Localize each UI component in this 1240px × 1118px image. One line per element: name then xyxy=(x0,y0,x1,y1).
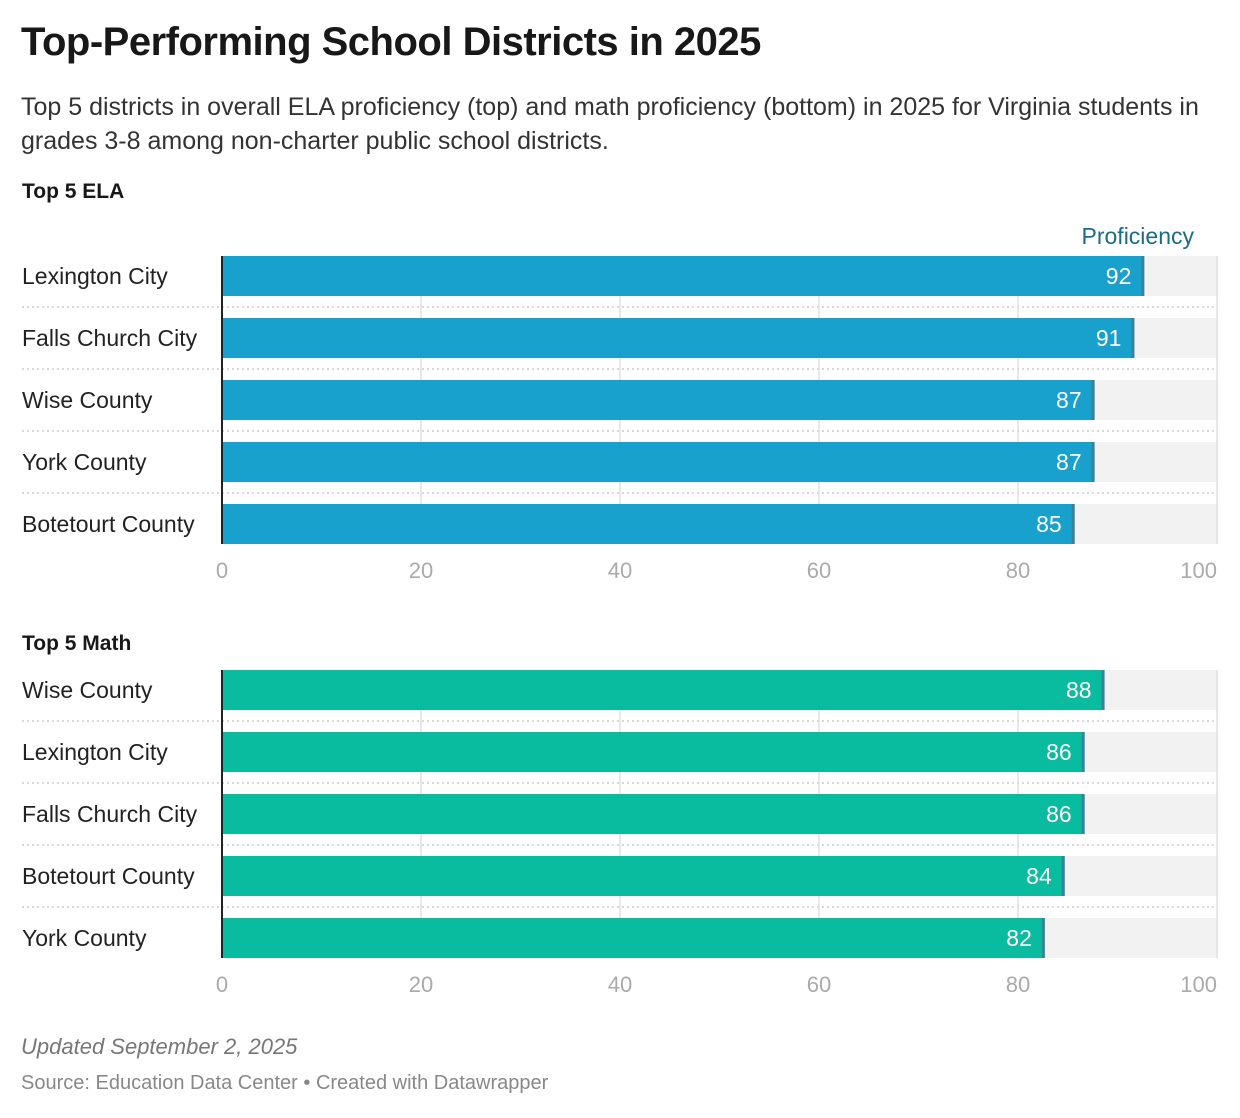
bar-end-marker xyxy=(1101,670,1105,710)
value-label: 82 xyxy=(1006,925,1032,951)
tick-label: 20 xyxy=(409,558,433,583)
category-label: York County xyxy=(22,449,147,475)
tick-label: 40 xyxy=(608,558,632,583)
value-label: 86 xyxy=(1046,801,1072,827)
tick-label: 20 xyxy=(409,972,433,997)
bar xyxy=(222,670,1103,710)
tick-label: 60 xyxy=(807,972,831,997)
tick-label: 40 xyxy=(608,972,632,997)
value-label: 86 xyxy=(1046,739,1072,765)
ela-section-title: Top 5 ELA xyxy=(22,180,125,203)
value-label: 85 xyxy=(1036,511,1062,537)
bar xyxy=(222,442,1093,482)
value-label: 91 xyxy=(1096,325,1122,351)
bar-end-marker xyxy=(1061,856,1065,896)
source: Source: Education Data Center • Created … xyxy=(21,1072,549,1094)
bar-end-marker xyxy=(1141,256,1145,296)
bar xyxy=(222,318,1133,358)
bar xyxy=(222,918,1043,958)
category-label: Falls Church City xyxy=(22,325,198,351)
column-label: Proficiency xyxy=(1082,223,1195,249)
category-label: Wise County xyxy=(22,677,153,703)
bar xyxy=(222,504,1073,544)
bar xyxy=(222,856,1063,896)
bar-end-marker xyxy=(1131,318,1135,358)
category-label: Falls Church City xyxy=(22,801,198,827)
bar-end-marker xyxy=(1091,380,1095,420)
category-label: York County xyxy=(22,925,147,951)
math-section-title: Top 5 Math xyxy=(22,632,132,655)
value-label: 84 xyxy=(1026,863,1052,889)
bar xyxy=(222,794,1083,834)
value-label: 87 xyxy=(1056,449,1082,475)
bar xyxy=(222,256,1143,296)
bar-end-marker xyxy=(1071,504,1075,544)
category-label: Lexington City xyxy=(22,739,168,765)
tick-label: 80 xyxy=(1006,558,1030,583)
value-label: 87 xyxy=(1056,387,1082,413)
category-label: Wise County xyxy=(22,387,153,413)
tick-label: 0 xyxy=(216,972,228,997)
bar xyxy=(222,732,1083,772)
chart-subtitle: Top 5 districts in overall ELA proficien… xyxy=(21,93,1199,155)
value-label: 92 xyxy=(1106,263,1132,289)
tick-label: 100 xyxy=(1180,558,1217,583)
tick-label: 0 xyxy=(216,558,228,583)
bar xyxy=(222,380,1093,420)
bar-end-marker xyxy=(1041,918,1045,958)
tick-label: 60 xyxy=(807,558,831,583)
notes: Updated September 2, 2025 xyxy=(21,1034,298,1059)
category-label: Lexington City xyxy=(22,263,168,289)
value-label: 88 xyxy=(1066,677,1092,703)
tick-label: 80 xyxy=(1006,972,1030,997)
category-label: Botetourt County xyxy=(22,511,195,537)
bar-end-marker xyxy=(1081,794,1085,834)
bar-end-marker xyxy=(1081,732,1085,772)
chart-title: Top-Performing School Districts in 2025 xyxy=(21,20,761,64)
category-label: Botetourt County xyxy=(22,863,195,889)
bar-end-marker xyxy=(1091,442,1095,482)
tick-label: 100 xyxy=(1180,972,1217,997)
